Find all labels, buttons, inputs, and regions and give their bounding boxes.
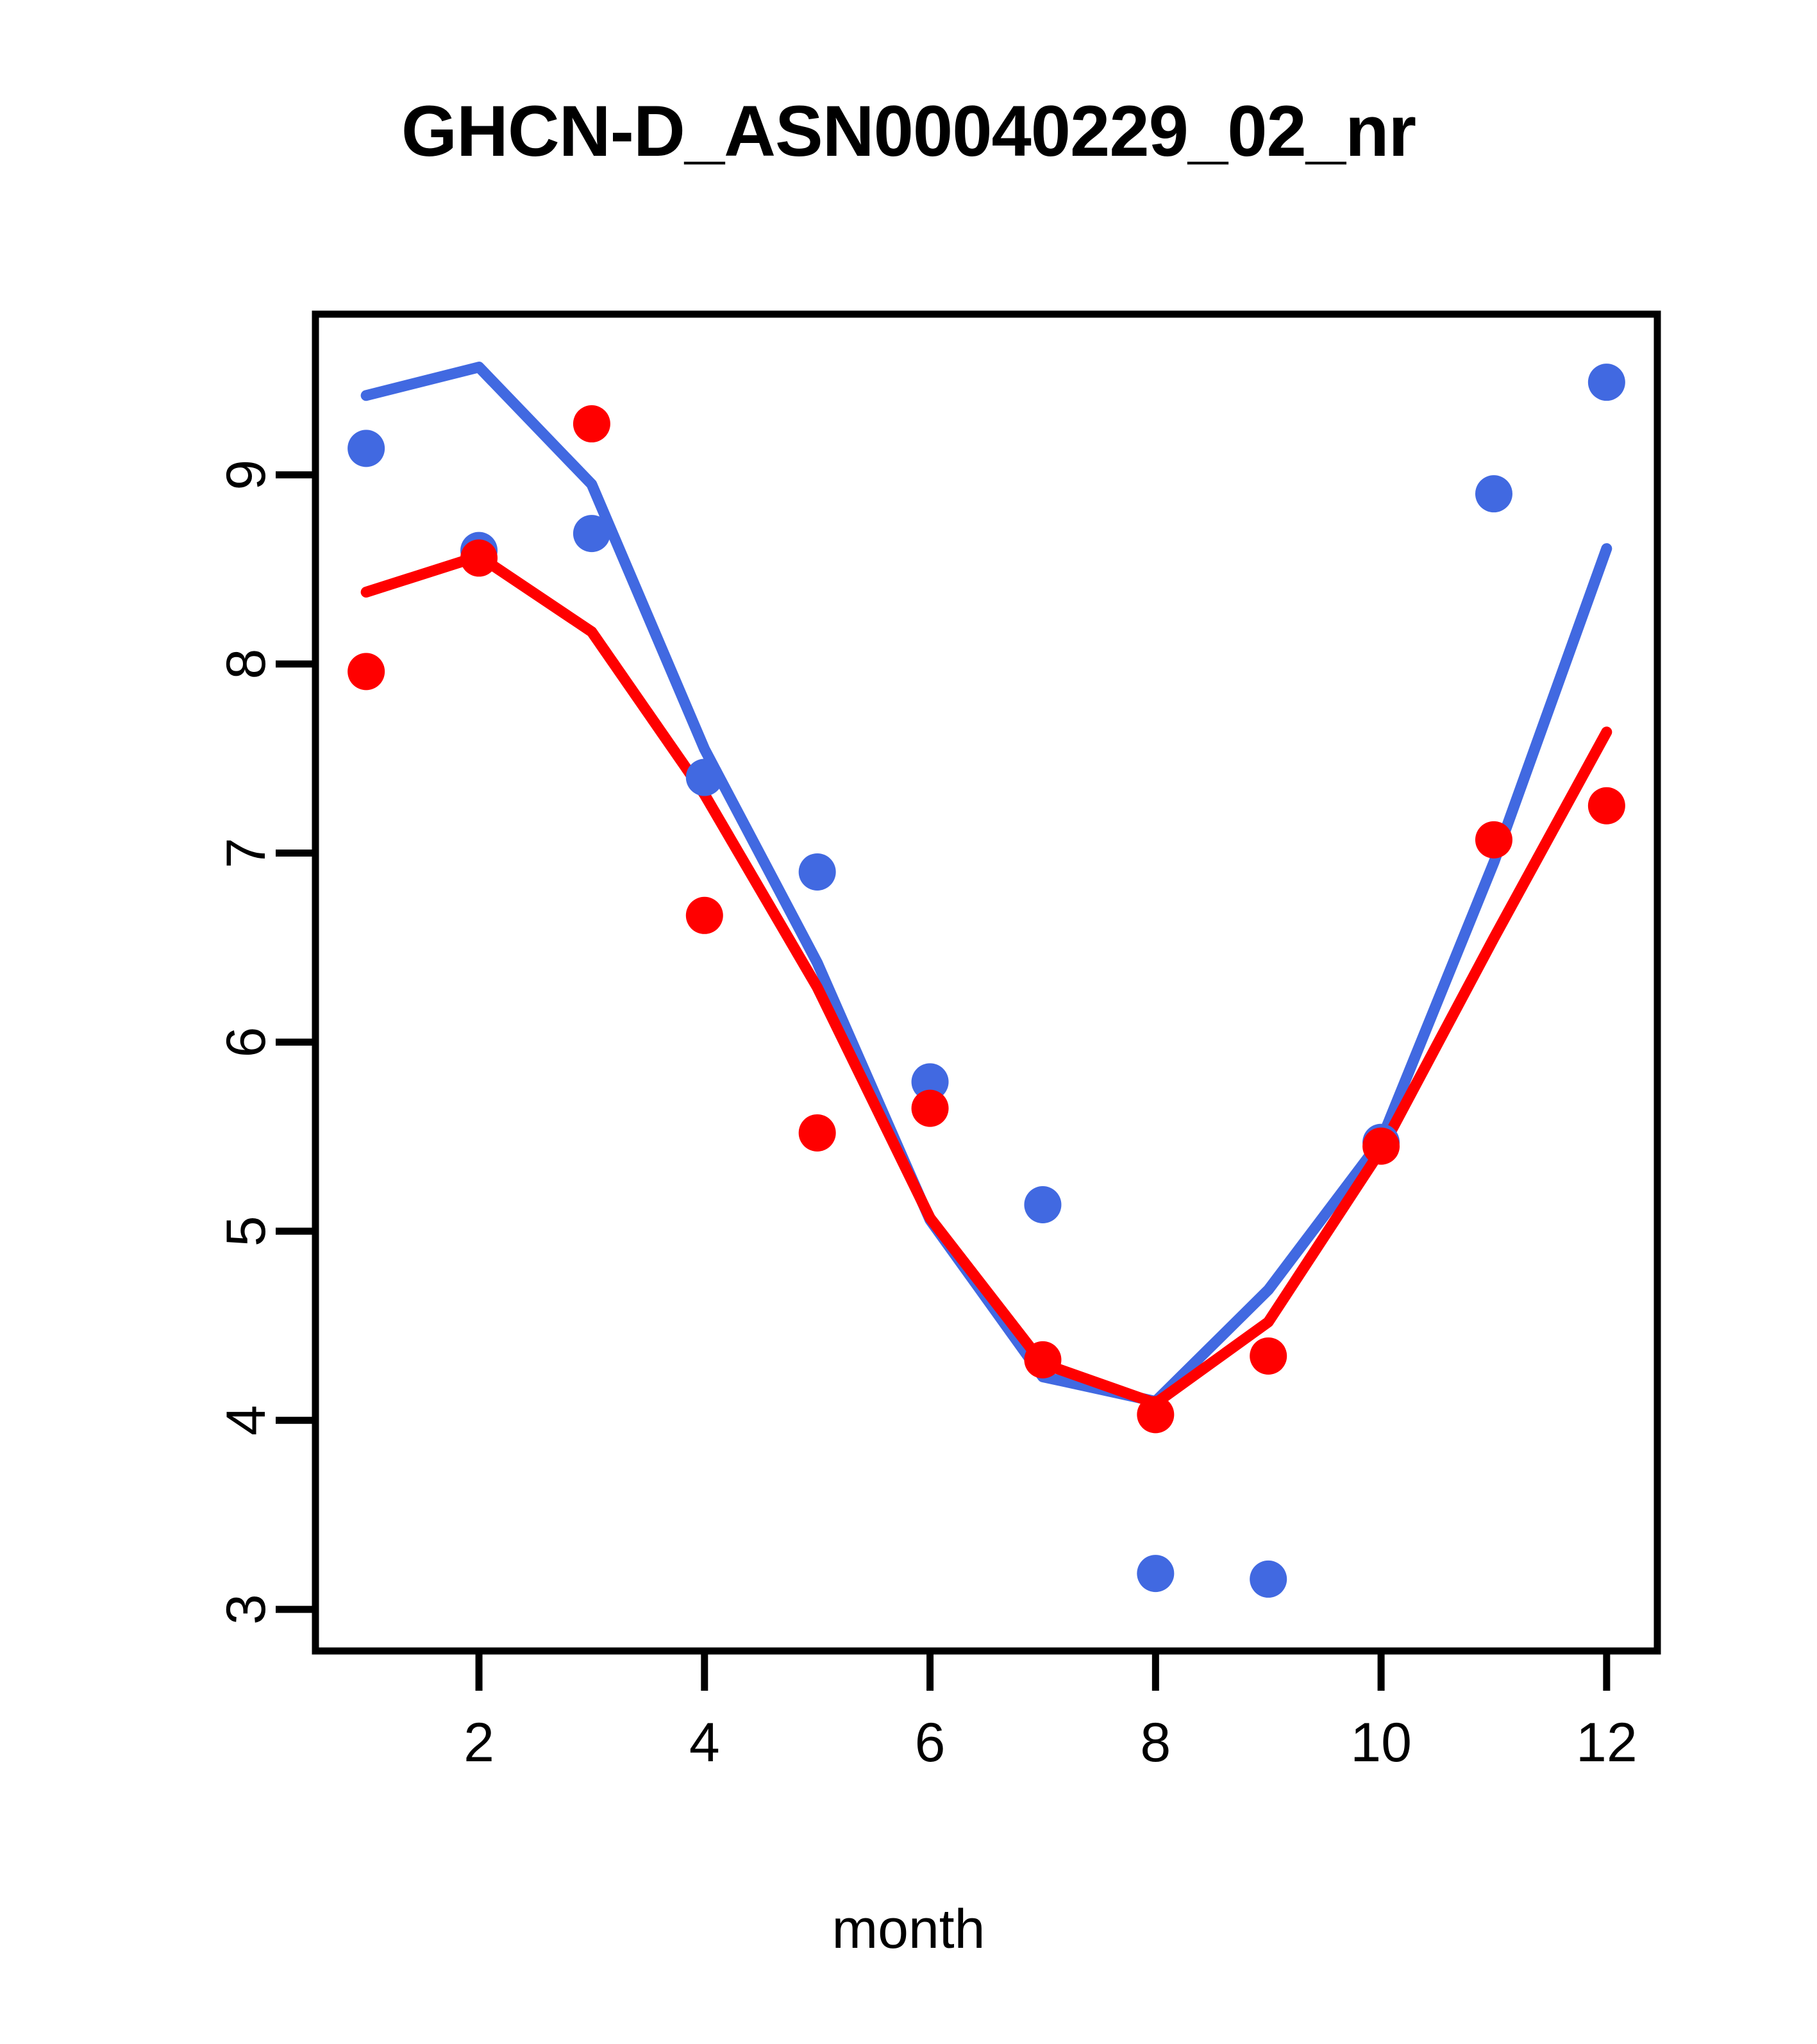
x-tick-label: 4 — [689, 1712, 720, 1773]
data-point-blue-points — [798, 853, 836, 891]
y-axis-tick-labels: 3 4 5 6 7 8 9 — [215, 460, 277, 1625]
y-tick-label: 6 — [215, 1026, 277, 1057]
y-tick-label: 3 — [215, 1594, 277, 1625]
data-point-blue-points — [1587, 364, 1625, 401]
data-point-red-points — [460, 539, 498, 577]
x-tick-label: 10 — [1350, 1712, 1412, 1773]
data-point-blue-points — [573, 515, 610, 553]
x-tick-label: 2 — [464, 1712, 494, 1773]
data-point-red-points — [573, 405, 610, 443]
data-point-blue-points — [1024, 1186, 1062, 1224]
x-tick-label: 8 — [1140, 1712, 1171, 1773]
data-point-red-points — [1024, 1341, 1062, 1378]
data-point-red-points — [798, 1114, 836, 1152]
page-title: GHCN-D_ASN00040229_02_nr — [401, 91, 1416, 171]
plot-border — [312, 310, 1661, 1655]
x-axis-label: month — [832, 1898, 985, 1960]
data-point-red-points — [1250, 1337, 1287, 1375]
data-point-red-points — [685, 896, 723, 934]
y-tick-label: 8 — [215, 649, 277, 680]
x-tick-label: 12 — [1576, 1712, 1637, 1773]
y-tick-label: 4 — [215, 1405, 277, 1436]
data-point-red-points — [1587, 787, 1625, 825]
data-point-blue-points — [685, 758, 723, 796]
y-tick-label: 9 — [215, 460, 277, 490]
series-points — [347, 364, 1625, 1598]
data-point-blue-points — [911, 1063, 949, 1101]
series-lines — [360, 362, 1612, 1409]
data-point-red-points — [911, 1089, 949, 1127]
y-axis-ticks — [276, 471, 315, 1613]
data-point-blue-points — [1475, 475, 1512, 513]
data-point-red-points — [1475, 821, 1512, 859]
data-point-blue-points — [1137, 1555, 1175, 1593]
y-tick-label: 7 — [215, 838, 277, 869]
plot-frame — [312, 310, 1661, 1655]
data-point-blue-points — [347, 430, 385, 467]
x-axis-ticks — [475, 1651, 1611, 1691]
series-line-red-line — [360, 550, 1612, 1409]
data-point-red-points — [1362, 1127, 1400, 1165]
x-axis-tick-labels: 2 4 6 8 10 12 — [464, 1712, 1637, 1773]
series-line-blue-line — [360, 362, 1612, 1407]
data-point-red-points — [1137, 1396, 1175, 1434]
y-tick-label: 5 — [215, 1216, 277, 1246]
x-tick-label: 6 — [915, 1712, 946, 1773]
data-point-red-points — [347, 653, 385, 691]
data-point-blue-points — [1250, 1560, 1287, 1598]
